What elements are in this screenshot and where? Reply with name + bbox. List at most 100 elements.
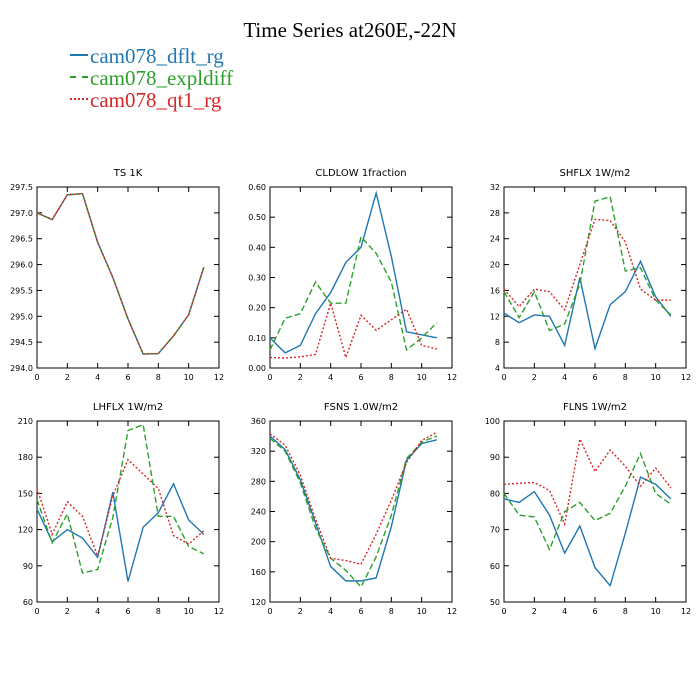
x-tick-label: 2 [298, 607, 303, 616]
legend-entry-qt1: cam078_qt1_rg [70, 88, 221, 112]
y-tick-label: 295.0 [10, 312, 33, 321]
series-line-1 [36, 192, 205, 355]
legend-label-dflt: cam078_dflt_rg [90, 44, 224, 68]
x-tick-label: 4 [562, 373, 567, 382]
y-tick-label: 160 [251, 568, 266, 577]
y-tick-label: 4 [495, 364, 500, 373]
x-tick-label: 0 [267, 373, 272, 382]
y-tick-label: 20 [490, 261, 500, 270]
y-tick-label: 24 [490, 235, 500, 244]
y-tick-label: 320 [251, 447, 266, 456]
y-tick-label: 60 [490, 562, 500, 571]
series-line-2 [503, 436, 672, 527]
x-tick-label: 8 [389, 373, 394, 382]
legend-entry-dflt: cam078_dflt_rg [70, 44, 224, 68]
y-tick-label: 0.30 [248, 274, 266, 283]
plot-frame [503, 420, 687, 603]
x-tick-label: 2 [65, 607, 70, 616]
y-tick-label: 0.20 [248, 304, 266, 313]
x-tick-label: 10 [651, 373, 661, 382]
y-tick-label: 16 [490, 286, 500, 295]
series-line-0 [269, 435, 437, 582]
y-tick-label: 297.0 [10, 209, 33, 218]
chart-panel-5: FLNS 1W/m2 0 2 4 6 8 10 12 50 60 70 80 90 100 [485, 402, 691, 616]
y-tick-label: 90 [490, 453, 500, 462]
y-tick-label: 8 [495, 338, 500, 347]
series-line-1 [269, 435, 438, 589]
chart-panel-1: CLDLOW 1fraction 0 2 4 6 8 10 12 0.00 0.10 0.20 0.3… [248, 168, 457, 382]
series-line-0 [36, 482, 205, 582]
y-tick-label: 210 [18, 417, 33, 426]
x-tick-label: 6 [125, 373, 130, 382]
series-line-0 [503, 476, 672, 588]
legend-swatch-expldiff [70, 76, 88, 79]
series-line-0 [503, 259, 672, 352]
series-line-2 [503, 218, 671, 312]
figure-title: Time Series at260E,-22N [243, 18, 457, 42]
y-tick-label: 296.5 [10, 235, 33, 244]
y-tick-label: 0.50 [248, 213, 266, 222]
y-tick-label: 32 [490, 183, 500, 192]
y-tick-label: 297.5 [10, 183, 33, 192]
chart-panel-4: FSNS 1.0W/m2 0 2 4 6 8 10 12 120 160 200 240 280 320 3… [251, 402, 457, 616]
x-tick-label: 8 [156, 607, 161, 616]
y-tick-label: 294.0 [10, 364, 33, 373]
y-tick-label: 240 [251, 508, 266, 517]
x-tick-label: 6 [358, 607, 363, 616]
chart-title: LHFLX 1W/m2 [93, 402, 163, 413]
plot-frame [503, 186, 687, 369]
x-tick-label: 6 [592, 607, 597, 616]
chart-title: TS 1K [113, 168, 143, 179]
chart-panel-3: LHFLX 1W/m2 0 2 4 6 8 10 12 60 90 120 150 180 210 [18, 402, 224, 616]
series-line-1 [269, 235, 438, 352]
x-tick-label: 4 [95, 373, 100, 382]
x-tick-label: 10 [651, 607, 661, 616]
x-tick-label: 4 [328, 373, 333, 382]
x-tick-label: 2 [532, 607, 537, 616]
series-line-2 [36, 458, 205, 559]
y-tick-label: 120 [251, 598, 266, 607]
y-tick-label: 296.0 [10, 261, 33, 270]
x-tick-label: 0 [501, 607, 506, 616]
chart-title: FSNS 1.0W/m2 [324, 402, 398, 413]
y-tick-label: 120 [18, 526, 33, 535]
y-tick-label: 0.00 [248, 364, 266, 373]
x-tick-label: 12 [681, 607, 691, 616]
y-tick-label: 200 [251, 538, 266, 547]
x-tick-label: 0 [267, 607, 272, 616]
x-tick-label: 8 [156, 373, 161, 382]
x-tick-label: 2 [65, 373, 70, 382]
x-tick-label: 6 [358, 373, 363, 382]
y-tick-label: 0.40 [248, 243, 266, 252]
plot-frame [36, 420, 220, 603]
x-tick-label: 12 [447, 373, 457, 382]
y-tick-label: 0.60 [248, 183, 266, 192]
y-tick-label: 294.5 [10, 338, 33, 347]
chart-title: FLNS 1W/m2 [563, 402, 627, 413]
y-tick-label: 70 [490, 526, 500, 535]
y-tick-label: 280 [251, 477, 266, 486]
x-tick-label: 0 [34, 373, 39, 382]
y-tick-label: 50 [490, 598, 500, 607]
legend-swatch-qt1 [70, 98, 88, 101]
x-tick-label: 10 [184, 607, 194, 616]
x-tick-label: 12 [214, 607, 224, 616]
y-tick-label: 28 [490, 209, 500, 218]
x-tick-label: 0 [34, 607, 39, 616]
series-line-1 [36, 423, 205, 574]
x-tick-label: 10 [417, 373, 427, 382]
y-tick-label: 360 [251, 417, 266, 426]
legend-label-qt1: cam078_qt1_rg [90, 88, 222, 112]
x-tick-label: 2 [532, 373, 537, 382]
y-tick-label: 295.5 [10, 286, 33, 295]
y-tick-label: 150 [18, 489, 33, 498]
x-tick-label: 6 [592, 373, 597, 382]
x-tick-label: 4 [328, 607, 333, 616]
x-tick-label: 2 [298, 373, 303, 382]
x-tick-label: 10 [417, 607, 427, 616]
plot-frame [269, 420, 453, 603]
x-tick-label: 12 [447, 607, 457, 616]
plot-frame [36, 186, 220, 369]
y-tick-label: 180 [18, 453, 33, 462]
